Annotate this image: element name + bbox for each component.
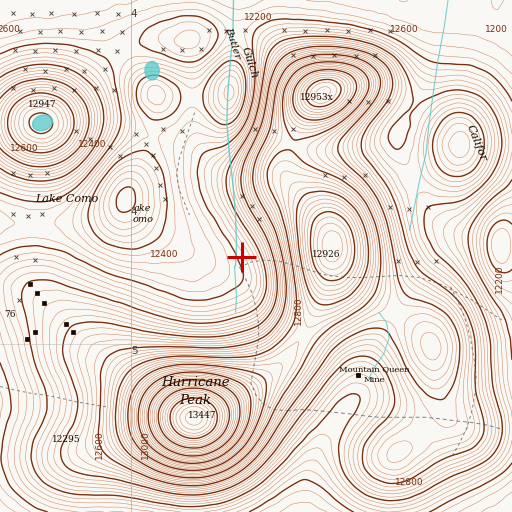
Text: 12600: 12600 bbox=[10, 144, 39, 153]
Text: 2600: 2600 bbox=[0, 25, 20, 34]
Text: 12200: 12200 bbox=[244, 13, 273, 23]
Text: 12800: 12800 bbox=[293, 296, 303, 325]
Text: Gulch: Gulch bbox=[240, 45, 260, 80]
Text: 12400: 12400 bbox=[78, 140, 106, 149]
Text: 12400: 12400 bbox=[150, 250, 178, 260]
Text: Mountain Queen: Mountain Queen bbox=[339, 366, 410, 374]
Text: Califor: Califor bbox=[464, 124, 488, 163]
Text: 12926: 12926 bbox=[312, 250, 341, 260]
Text: 12600: 12600 bbox=[95, 430, 104, 459]
Text: 4: 4 bbox=[131, 207, 137, 218]
Text: 12200: 12200 bbox=[495, 265, 504, 293]
Text: 12295: 12295 bbox=[52, 435, 81, 444]
Text: Mine: Mine bbox=[364, 376, 386, 384]
Text: ake: ake bbox=[134, 204, 152, 213]
Text: 13447: 13447 bbox=[188, 411, 217, 420]
Text: 12947: 12947 bbox=[28, 100, 56, 109]
Text: 12800: 12800 bbox=[395, 478, 424, 487]
Text: Hurricane: Hurricane bbox=[161, 376, 230, 390]
Text: 13000: 13000 bbox=[141, 430, 151, 459]
Text: Butler: Butler bbox=[224, 26, 242, 60]
Text: 5: 5 bbox=[131, 346, 137, 356]
Text: 4: 4 bbox=[131, 9, 137, 19]
Text: 76: 76 bbox=[5, 310, 16, 319]
Text: 12600: 12600 bbox=[390, 25, 419, 34]
Text: Lake Como: Lake Como bbox=[35, 194, 98, 204]
Ellipse shape bbox=[145, 61, 159, 80]
Ellipse shape bbox=[33, 115, 52, 131]
Text: 1200: 1200 bbox=[485, 25, 508, 34]
Text: omo: omo bbox=[132, 215, 154, 224]
Text: Peak: Peak bbox=[180, 394, 211, 407]
Text: 12953x: 12953x bbox=[300, 93, 333, 102]
